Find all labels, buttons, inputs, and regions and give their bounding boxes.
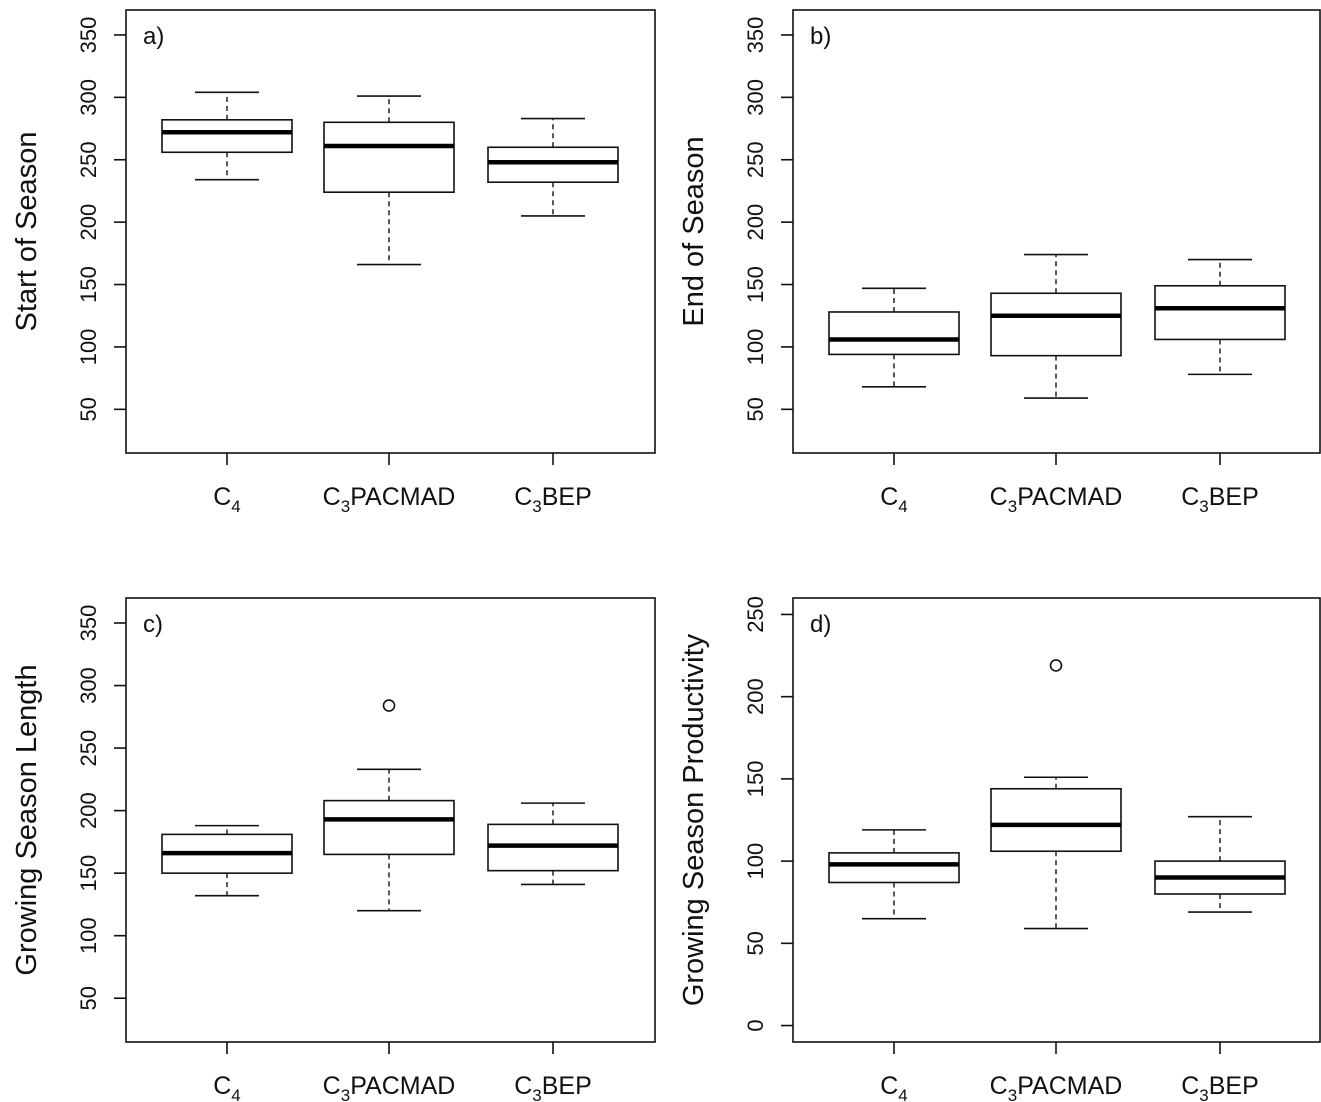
y-tick-label: 150 <box>76 855 101 892</box>
y-tick-label: 300 <box>76 79 101 116</box>
y-axis-label: Start of Season <box>11 132 43 332</box>
y-tick-label: 350 <box>76 605 101 642</box>
panel-label: b) <box>810 23 831 50</box>
y-tick-label: 250 <box>743 141 768 178</box>
plot-frame <box>125 597 656 1043</box>
outlier-point <box>1049 659 1063 672</box>
y-tick-label: 50 <box>743 397 768 421</box>
x-category-label: C3PACMAD <box>990 483 1123 516</box>
x-category-label: C4 <box>880 483 908 516</box>
y-tick-label: 350 <box>76 17 101 54</box>
iqr-box <box>1154 284 1286 341</box>
box-2 <box>323 699 455 912</box>
y-tick-label: 50 <box>76 986 101 1010</box>
y-axis-label: Growing Season Length <box>11 664 43 975</box>
x-category-label: C3PACMAD <box>323 483 456 516</box>
box-3 <box>487 117 619 217</box>
y-tick-label: 350 <box>743 17 768 54</box>
y-axis-label: Growing Season Productivity <box>678 633 710 1006</box>
panel-label: a) <box>143 23 164 50</box>
box-2 <box>990 659 1122 930</box>
iqr-box <box>990 292 1122 357</box>
x-category-label: C4 <box>213 1072 241 1102</box>
y-tick-label: 0 <box>743 1019 768 1031</box>
x-category-label: C3BEP <box>1181 1072 1259 1102</box>
panel-d: d) 0 50 100 150 200 250 Growing Season Producti… <box>678 596 1321 1102</box>
y-tick-label: 100 <box>76 329 101 366</box>
box-3 <box>487 802 619 886</box>
box-2 <box>323 95 455 266</box>
outlier-point <box>382 699 396 712</box>
box-3 <box>1154 258 1286 376</box>
y-tick-label: 50 <box>76 397 101 421</box>
y-tick-label: 200 <box>76 204 101 241</box>
x-category-label: C4 <box>213 483 241 516</box>
box-3 <box>1154 815 1286 913</box>
y-tick-label: 100 <box>76 917 101 954</box>
box-1 <box>161 91 293 181</box>
iqr-box <box>828 311 960 356</box>
panel-label: c) <box>143 611 163 638</box>
plot-frame <box>125 9 656 454</box>
panel-b: b) 50 100 150 200 250 300 350 End of Season C4 C3P… <box>678 9 1321 516</box>
y-tick-label: 100 <box>743 843 768 880</box>
y-tick-label: 250 <box>743 596 768 633</box>
iqr-box <box>990 787 1122 853</box>
iqr-box <box>487 146 619 184</box>
panel-a: a) 50 100 150 200 250 300 350 Start of Season C4 C… <box>11 9 656 516</box>
y-tick-label: 150 <box>743 266 768 303</box>
y-axis-label: End of Season <box>678 136 710 326</box>
x-category-label: C3PACMAD <box>990 1072 1123 1102</box>
y-tick-label: 300 <box>76 667 101 704</box>
y-tick-label: 200 <box>743 204 768 241</box>
x-category-label: C3BEP <box>1181 483 1259 516</box>
y-tick-label: 250 <box>76 141 101 178</box>
box-1 <box>828 287 960 388</box>
y-tick-label: 250 <box>76 730 101 767</box>
x-category-label: C3BEP <box>514 1072 592 1102</box>
panel-label: d) <box>810 611 831 638</box>
y-tick-label: 200 <box>743 678 768 715</box>
iqr-box <box>323 121 455 193</box>
y-tick-label: 50 <box>743 931 768 955</box>
x-category-label: C4 <box>880 1072 908 1102</box>
x-category-label: C3PACMAD <box>323 1072 456 1102</box>
y-tick-label: 150 <box>76 266 101 303</box>
x-category-label: C3BEP <box>514 483 592 516</box>
box-1 <box>161 824 293 897</box>
iqr-box <box>323 799 455 856</box>
box-1 <box>828 829 960 920</box>
y-tick-label: 300 <box>743 79 768 116</box>
panel-c: c) 50 100 150 200 250 300 350 Growing Season Len… <box>11 597 656 1102</box>
iqr-box <box>161 119 293 154</box>
y-tick-label: 100 <box>743 329 768 366</box>
y-tick-label: 200 <box>76 792 101 829</box>
iqr-box <box>828 852 960 884</box>
y-tick-label: 150 <box>743 761 768 798</box>
box-2 <box>990 253 1122 399</box>
